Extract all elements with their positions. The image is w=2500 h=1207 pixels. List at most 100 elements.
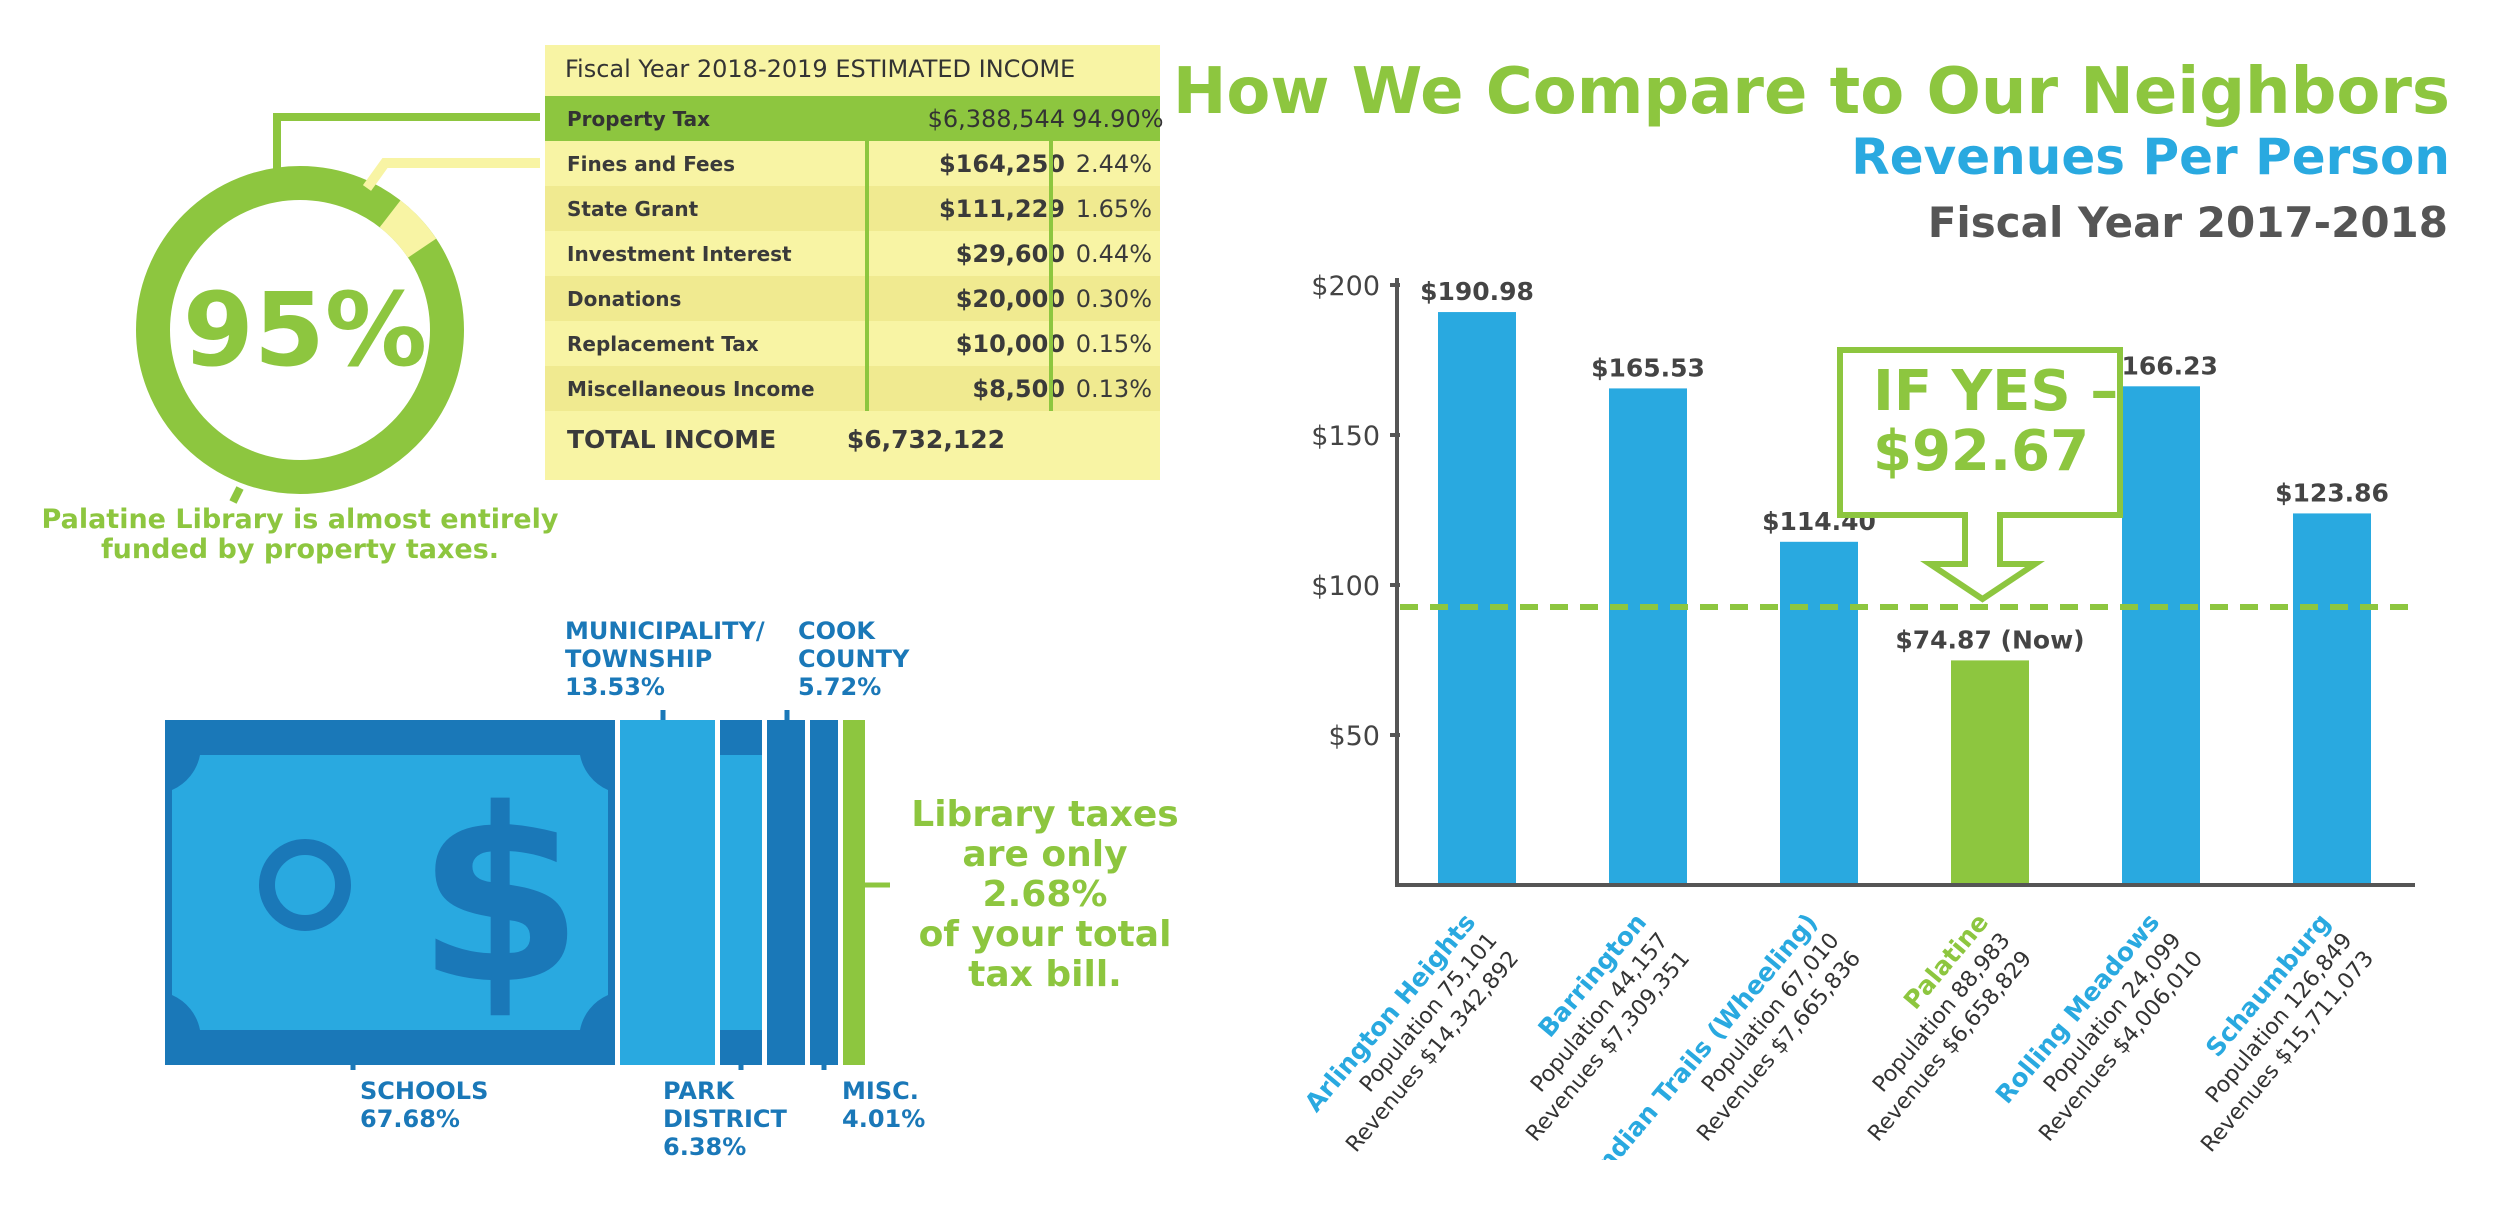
label-municipality-line2: TOWNSHIP — [565, 645, 713, 673]
row-label: Miscellaneous Income — [567, 377, 815, 401]
row-percent: 0.13% — [1075, 375, 1152, 403]
bar — [1609, 388, 1687, 883]
callout-line2: $92.67 — [1873, 419, 2089, 484]
donut-ring — [136, 166, 464, 494]
label-park-line1: PARK — [663, 1077, 735, 1105]
income-table: Fiscal Year 2018-2019 ESTIMATED INCOME P… — [545, 45, 1164, 480]
donut-other-income-arc — [379, 200, 437, 259]
label-cook-percent: 5.72% — [798, 673, 882, 701]
y-tick-label: $50 — [1328, 721, 1380, 752]
bar-value-label: $123.86 — [2275, 478, 2389, 507]
table-row: Miscellaneous Income $8,500 0.13% — [545, 366, 1160, 411]
revenue-per-person-chart: $50$100$150$200 $190.98$165.53$114.40$74… — [1300, 271, 2415, 1160]
bar — [2293, 513, 2371, 883]
bill-circle-left — [259, 839, 351, 931]
donut-property-tax-arc — [136, 166, 464, 494]
row-amount: $164,250 — [938, 150, 1065, 178]
library-note-line2: are only 2.68% — [962, 834, 1128, 915]
bill-inner — [172, 755, 608, 1030]
row-percent: 2.44% — [1075, 150, 1152, 178]
bar-value-label: $165.53 — [1591, 353, 1705, 382]
y-tick-label: $200 — [1311, 271, 1380, 302]
y-tick-label: $150 — [1311, 421, 1380, 452]
segment-park-district-inner — [720, 755, 762, 1030]
dollar-sign-icon: $ — [417, 757, 584, 1037]
donut-caption-line2: funded by property taxes. — [100, 534, 500, 565]
bar — [2122, 386, 2200, 883]
library-tax-note: Library taxes are only 2.68% of your tot… — [895, 795, 1195, 995]
row-percent: 0.15% — [1075, 330, 1152, 358]
label-misc-name: MISC. — [842, 1077, 919, 1105]
callout-box — [1837, 347, 2123, 603]
row-amount: $6,388,544 — [927, 105, 1065, 133]
y-axis-ticks: $50 $100 $150 $200 — [1311, 271, 1400, 752]
bar — [1951, 660, 2029, 883]
table-row: Investment Interest $29,600 0.44% — [545, 231, 1160, 276]
label-park-line2: DISTRICT — [663, 1105, 787, 1133]
library-note-line3: of your total — [918, 914, 1172, 955]
tax-bill-graphic: $ — [165, 710, 890, 1070]
total-label: TOTAL INCOME — [567, 425, 777, 454]
bar-value-label: $190.98 — [1420, 277, 1534, 306]
total-amount: $6,732,122 — [846, 425, 1005, 454]
row-amount: $29,600 — [955, 240, 1065, 268]
row-percent: 94.90% — [1072, 105, 1164, 133]
row-label: Fines and Fees — [567, 152, 736, 176]
row-amount: $111,229 — [938, 195, 1065, 223]
connector-property-tax — [273, 113, 540, 183]
donut-caption: Palatine Library is almost entirely fund… — [40, 505, 560, 565]
label-schools-percent: 67.68% — [360, 1105, 460, 1133]
row-amount: $8,500 — [972, 375, 1065, 403]
row-label: Investment Interest — [567, 242, 792, 266]
table-divider — [1049, 141, 1053, 411]
label-schools: SCHOOLS 67.68% — [360, 1077, 488, 1133]
bar-value-label: $166.23 — [2104, 351, 2218, 380]
table-divider — [865, 141, 869, 411]
segment-gap — [838, 720, 843, 1065]
table-row: State Grant $111,229 1.65% — [545, 186, 1160, 231]
table-row: Donations $20,000 0.30% — [545, 276, 1160, 321]
row-percent: 0.30% — [1075, 285, 1152, 313]
donut-percent-label: 95% — [183, 271, 427, 390]
segment-cook-county — [767, 720, 805, 1065]
segment-municipality-inner — [620, 755, 640, 1030]
bars: $190.98$165.53$114.40$74.87 (Now)$166.23… — [1420, 277, 2389, 883]
label-misc-percent: 4.01% — [842, 1105, 926, 1133]
connector-other-income — [362, 158, 540, 191]
row-label: Donations — [567, 287, 682, 311]
label-schools-name: SCHOOLS — [360, 1077, 489, 1105]
segment-library — [843, 720, 865, 1065]
income-table-title: Fiscal Year 2018-2019 ESTIMATED INCOME — [565, 55, 1076, 83]
table-row: Fines and Fees $164,250 2.44% — [545, 141, 1160, 186]
label-municipality: MUNICIPALITY/ TOWNSHIP 13.53% — [565, 617, 765, 701]
label-misc: MISC. 4.01% — [842, 1077, 925, 1133]
if-yes-callout: IF YES – $92.67 — [1837, 347, 2123, 603]
segment-misc — [810, 720, 838, 1065]
library-note-line1: Library taxes — [911, 794, 1179, 835]
row-label: Property Tax — [567, 107, 711, 131]
row-amount: $20,000 — [955, 285, 1065, 313]
label-park-district: PARK DISTRICT 6.38% — [663, 1077, 787, 1161]
label-municipality-percent: 13.53% — [565, 673, 665, 701]
comparison-title: How We Compare to Our Neighbors — [1172, 55, 2450, 129]
label-cook-line2: COUNTY — [798, 645, 910, 673]
property-tax-donut: 95% — [136, 113, 540, 504]
table-row: Replacement Tax $10,000 0.15% — [545, 321, 1160, 366]
segment-gap — [715, 720, 720, 1065]
donut-caption-line1: Palatine Library is almost entirely — [41, 504, 559, 535]
callout-line1: IF YES – — [1873, 359, 2118, 424]
y-tick-label: $100 — [1311, 571, 1380, 602]
label-cook-county: COOK COUNTY 5.72% — [798, 617, 909, 701]
comparison-fiscal-year: Fiscal Year 2017-2018 — [1927, 198, 2448, 247]
segment-gap — [805, 720, 810, 1065]
library-note-line4: tax bill. — [968, 954, 1122, 995]
table-row: Property Tax $6,388,544 94.90% — [545, 96, 1164, 141]
comparison-subtitle: Revenues Per Person — [1851, 128, 2450, 186]
row-label: Replacement Tax — [567, 332, 759, 356]
label-park-percent: 6.38% — [663, 1133, 747, 1161]
table-total-row: TOTAL INCOME $6,732,122 — [545, 411, 1160, 456]
